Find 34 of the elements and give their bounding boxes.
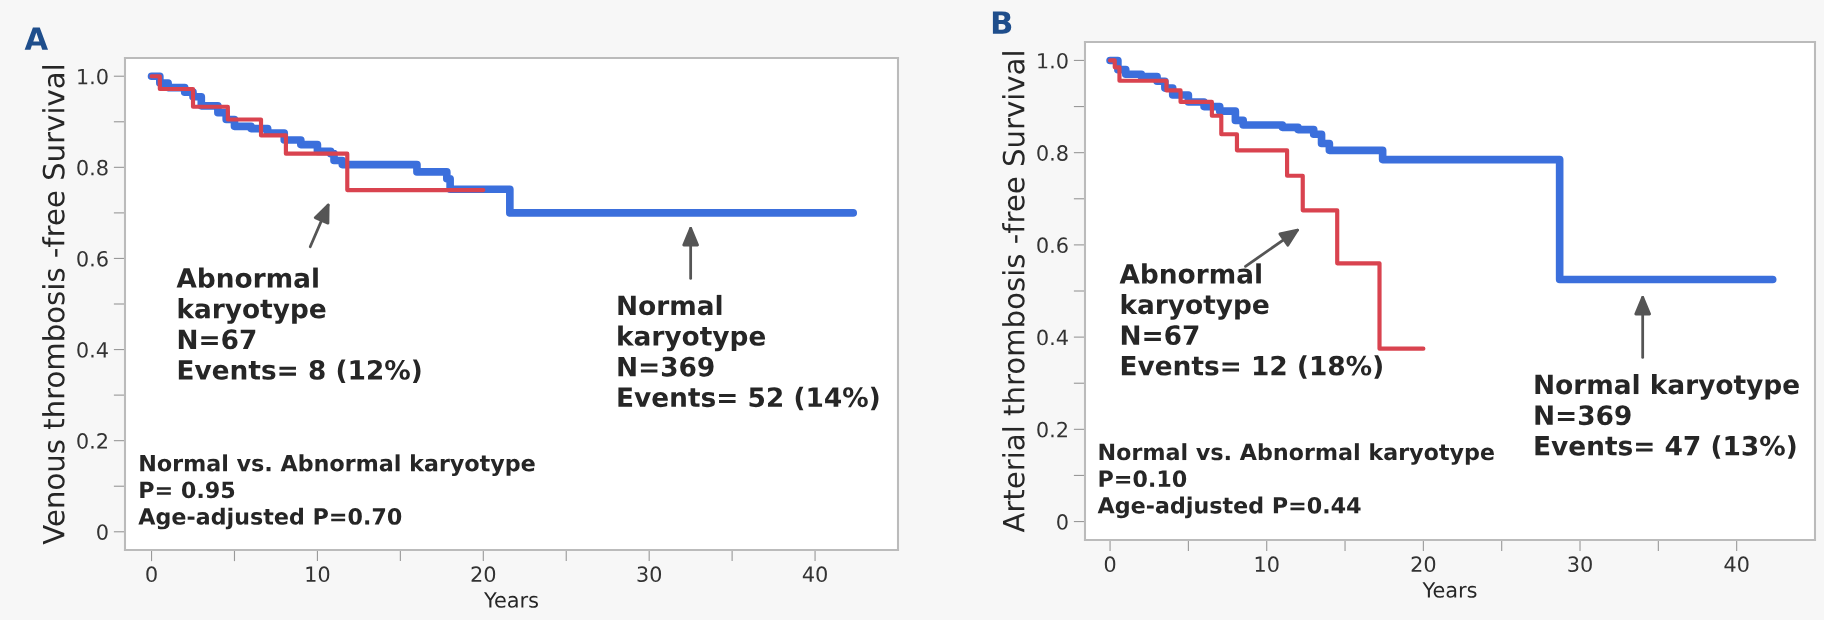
annotation: Normal vs. Abnormal karyotype P= 0.95 Age-adjusted P=0.70 [138, 454, 535, 530]
chart-title: A [24, 27, 49, 50]
y-axis-title: Venous thrombosis -free Survival [42, 66, 65, 545]
y-tick-label: 0.8 [77, 159, 108, 176]
x-tick-label: 30 [1568, 556, 1592, 573]
y-tick-label: 1.0 [78, 68, 108, 85]
x-tick-label: 40 [802, 566, 827, 583]
y-axis-title: Arterial thrombosis -free Survival [1002, 52, 1025, 533]
annotation: Normal karyotype N=369 Events= 52 (14%) [618, 294, 879, 411]
y-tick-label: 0.8 [1037, 145, 1068, 161]
x-tick-label: 20 [1411, 556, 1436, 573]
x-axis-title: Years [483, 592, 538, 608]
x-tick-label: 0 [146, 566, 157, 583]
annotation: Abnormal karyotype N=67 Events= 8 (12%) [176, 267, 421, 383]
x-tick-label: 10 [1255, 556, 1279, 573]
x-axis-title: Years [1422, 582, 1477, 598]
y-tick-label: 0.4 [77, 342, 108, 358]
y-tick-label: 0.2 [77, 433, 107, 449]
annotation: Abnormal karyotype N=67 Events= 12 (18%) [1119, 263, 1382, 379]
annotation: Normal karyotype N=369 Events= 47 (13%) [1535, 374, 1799, 459]
x-tick-label: 20 [471, 566, 496, 583]
y-tick-label: 0.6 [1037, 237, 1068, 254]
y-tick-label: 0 [97, 524, 108, 540]
y-tick-label: 0.6 [77, 250, 108, 267]
x-tick-label: 10 [306, 566, 330, 583]
y-tick-label: 1.0 [1038, 52, 1068, 69]
chart-title: B [992, 11, 1012, 34]
y-tick-label: 0 [1057, 514, 1068, 530]
y-tick-label: 0.2 [1037, 421, 1067, 438]
y-tick-label: 0.4 [1037, 329, 1068, 346]
annotation: Normal vs. Abnormal karyotype P=0.10 Age-adjusted P=0.44 [1097, 443, 1494, 519]
x-tick-label: 30 [637, 566, 662, 583]
x-tick-label: 0 [1104, 556, 1116, 573]
x-tick-label: 40 [1724, 556, 1749, 573]
